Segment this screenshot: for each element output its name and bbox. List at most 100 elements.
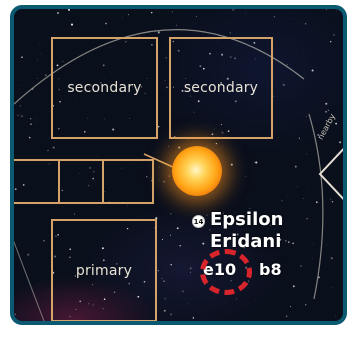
star-dot: [56, 64, 59, 67]
star-dot: [181, 290, 184, 293]
cargo-slot-1[interactable]: [14, 159, 60, 204]
star-dot: [155, 29, 156, 31]
star-dot: [289, 306, 292, 308]
star-dot: [150, 177, 152, 179]
star-dot: [312, 243, 314, 245]
star-dot: [331, 201, 334, 203]
star-dot: [166, 86, 168, 89]
star-dot: [217, 39, 219, 41]
star-dot: [105, 22, 107, 25]
star-dot: [146, 176, 148, 178]
star-dot: [335, 10, 337, 11]
star-dot: [69, 20, 70, 21]
star-dot: [292, 242, 294, 245]
system-name-line-1: Epsilon: [210, 209, 284, 230]
star-dot: [230, 163, 233, 166]
star-dot: [37, 77, 38, 79]
star-dot: [20, 114, 21, 116]
star-dot: [221, 53, 224, 56]
star-dot: [234, 57, 236, 59]
star-icon[interactable]: [172, 146, 222, 196]
star-dot: [181, 89, 184, 92]
star-dot: [275, 224, 277, 226]
star-dot: [206, 214, 208, 216]
primary-slot[interactable]: primary: [51, 219, 157, 321]
orbit-arc-right: [308, 113, 324, 300]
star-dot: [14, 313, 16, 316]
star-dot: [18, 85, 19, 86]
star-dot: [22, 184, 25, 186]
star-dot: [218, 87, 220, 89]
cargo-slot-3[interactable]: [102, 159, 154, 204]
star-dot: [245, 176, 247, 177]
star-dot: [54, 235, 57, 238]
star-dot: [214, 128, 215, 130]
star-dot: [164, 80, 166, 82]
star-dot: [233, 9, 235, 11]
star-dot: [335, 122, 337, 125]
star-dot: [315, 201, 318, 204]
star-dot: [92, 304, 94, 306]
star-dot: [267, 237, 269, 240]
star-dot: [43, 239, 45, 242]
star-dot: [326, 244, 327, 246]
star-dot: [226, 77, 229, 80]
star-dot: [334, 64, 336, 65]
star-dot: [89, 166, 92, 169]
star-dot: [189, 267, 192, 270]
star-dot: [161, 277, 163, 280]
star-dot: [64, 195, 66, 196]
star-dot: [282, 83, 285, 86]
star-dot: [317, 133, 320, 136]
star-dot: [167, 145, 169, 148]
star-dot: [172, 86, 175, 88]
star-dot: [88, 303, 90, 305]
star-dot: [127, 205, 128, 206]
star-dot: [326, 9, 327, 11]
star-dot: [265, 215, 268, 217]
star-dot: [157, 269, 160, 272]
star-dot: [229, 56, 232, 58]
star-dot: [61, 189, 63, 192]
nearby-arrow-icon[interactable]: 2: [310, 134, 347, 214]
cargo-slot-2[interactable]: [58, 159, 104, 204]
star-dot: [59, 100, 61, 103]
star-map-board: secondary secondary primary 14 Epsilon E…: [10, 5, 347, 325]
star-dot: [330, 41, 332, 43]
star-dot: [300, 265, 302, 267]
highlight-circle-icon: [200, 249, 252, 295]
star-dot: [163, 309, 166, 312]
star-dot: [243, 246, 245, 249]
star-dot: [57, 234, 59, 236]
star-dot: [176, 227, 179, 230]
star-dot: [21, 56, 23, 59]
star-dot: [151, 44, 153, 46]
star-dot: [122, 17, 124, 18]
star-dot: [44, 74, 47, 77]
star-dot: [94, 244, 96, 245]
star-dot: [329, 198, 331, 200]
star-dot: [38, 42, 40, 44]
star-dot: [170, 313, 173, 316]
star-dot: [92, 177, 95, 180]
star-dot: [100, 81, 102, 84]
star-dot: [325, 102, 328, 105]
star-dot: [285, 240, 287, 242]
secondary-slot-2[interactable]: secondary: [169, 37, 273, 139]
secondary-slot-1[interactable]: secondary: [51, 37, 158, 139]
star-dot: [16, 114, 19, 117]
star-dot: [306, 218, 308, 220]
star-dot: [57, 12, 59, 14]
star-dot: [104, 118, 106, 120]
star-dot: [90, 85, 92, 87]
star-dot: [339, 141, 342, 144]
star-dot: [74, 275, 77, 277]
secondary-slot-1-label: secondary: [67, 80, 142, 96]
star-dot: [52, 146, 55, 149]
star-dot: [170, 213, 172, 215]
star-dot: [75, 309, 77, 311]
star-dot: [245, 13, 247, 14]
star-dot: [93, 171, 95, 173]
star-dot: [270, 224, 271, 226]
star-dot: [306, 153, 308, 155]
